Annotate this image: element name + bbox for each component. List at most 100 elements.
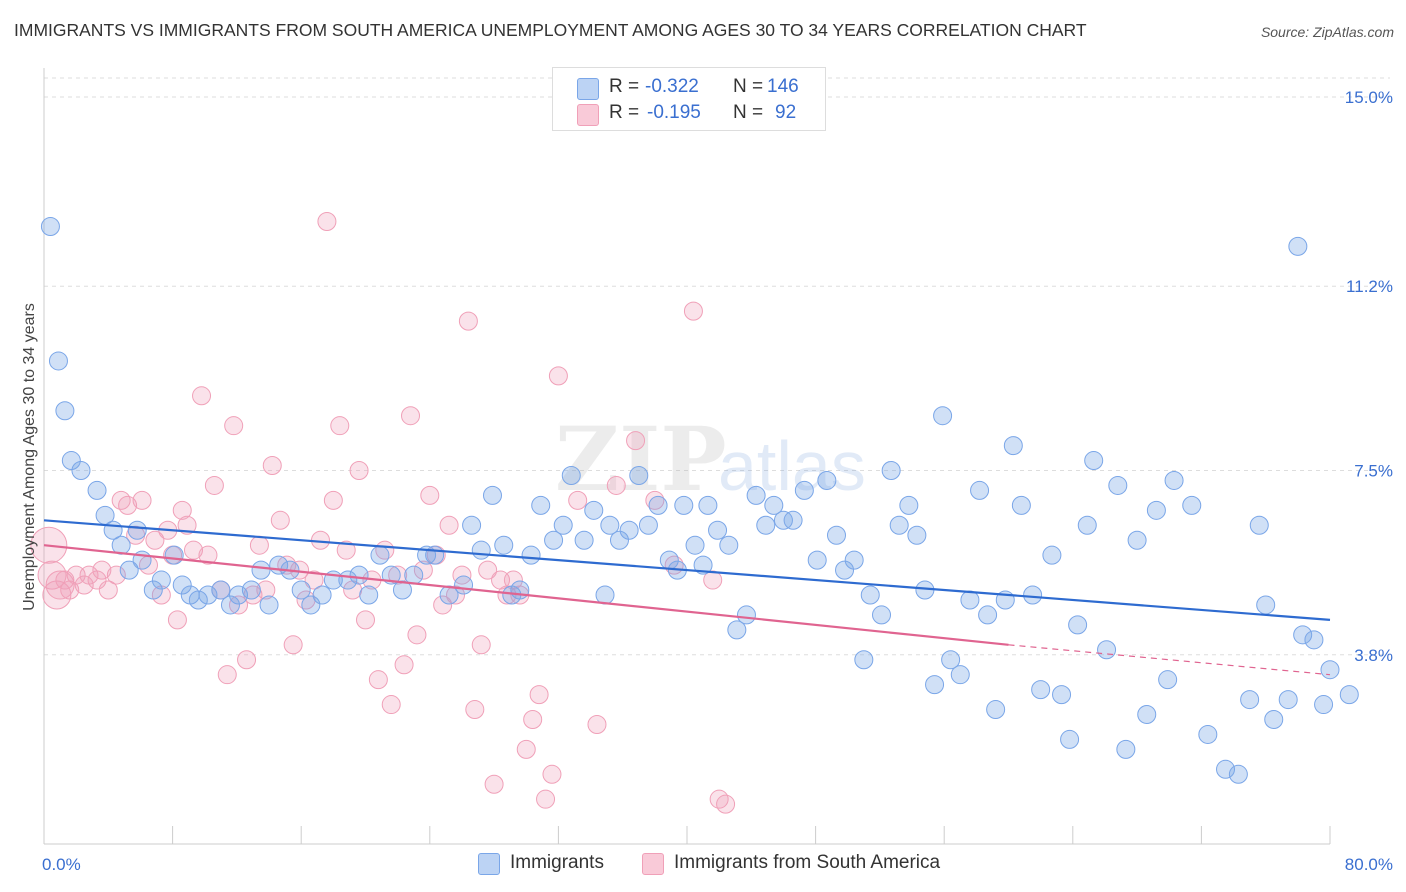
y-tick-label: 7.5%	[1354, 462, 1393, 481]
point-south-america	[283, 635, 303, 655]
point-south-america	[388, 565, 408, 585]
point-immigrants	[807, 550, 827, 570]
trend-line-south-america-extension	[1008, 644, 1331, 676]
legend-r-label: R =	[609, 76, 640, 97]
bottom-legend-label: Immigrants	[510, 852, 604, 873]
point-immigrants	[1146, 500, 1166, 520]
point-immigrants	[794, 480, 814, 500]
point-immigrants	[1293, 625, 1313, 645]
point-south-america	[177, 515, 197, 535]
point-immigrants	[1304, 630, 1324, 650]
point-south-america	[536, 789, 556, 809]
point-immigrants	[860, 585, 880, 605]
legend-n-value: 146	[767, 76, 799, 97]
point-south-america	[471, 635, 491, 655]
point-immigrants	[312, 585, 332, 605]
point-immigrants	[561, 465, 581, 485]
point-south-america	[224, 416, 244, 436]
point-immigrants	[727, 620, 747, 640]
point-south-america	[45, 570, 75, 600]
chart-title: IMMIGRANTS VS IMMIGRANTS FROM SOUTH AMER…	[14, 20, 1087, 40]
x-tick-labels: 0.0% 80.0%	[42, 855, 1393, 874]
point-south-america	[452, 565, 472, 585]
point-immigrants	[172, 575, 192, 595]
point-south-america	[716, 794, 736, 814]
point-immigrants	[462, 515, 482, 535]
point-south-america	[626, 431, 646, 451]
point-immigrants	[693, 555, 713, 575]
point-immigrants	[719, 535, 739, 555]
bottom-legend-label: Immigrants from South America	[674, 852, 941, 873]
point-immigrants	[1339, 685, 1359, 705]
point-immigrants	[1264, 710, 1284, 729]
point-immigrants	[1042, 545, 1062, 565]
point-south-america	[204, 475, 224, 495]
point-immigrants	[584, 500, 604, 520]
point-south-america	[439, 515, 459, 535]
point-immigrants	[638, 515, 658, 535]
x-tick-label: 0.0%	[42, 855, 81, 874]
point-south-america	[548, 366, 568, 386]
point-immigrants	[229, 585, 249, 605]
legend-r-label: R =	[609, 102, 640, 123]
series-south-america-points	[30, 212, 736, 814]
trend-line-south-america	[43, 544, 1009, 646]
point-immigrants	[1052, 685, 1072, 705]
watermark-text-atlas: atlas	[718, 427, 866, 505]
point-immigrants	[854, 650, 874, 670]
point-south-america	[529, 685, 549, 705]
legend-swatch-pink	[577, 104, 599, 126]
point-south-america	[270, 510, 290, 530]
point-south-america	[568, 490, 588, 510]
y-tick-label: 3.8%	[1354, 646, 1393, 665]
point-immigrants	[510, 580, 530, 600]
point-immigrants	[482, 485, 502, 505]
y-tick-label: 11.2%	[1346, 277, 1393, 296]
x-tick-label: 80.0%	[1345, 855, 1393, 874]
point-immigrants	[1278, 690, 1298, 710]
point-south-america	[368, 670, 388, 690]
point-immigrants	[1068, 615, 1088, 635]
point-immigrants	[1198, 724, 1218, 744]
point-immigrants	[1127, 530, 1147, 550]
point-south-america	[192, 386, 212, 406]
point-immigrants	[1023, 585, 1043, 605]
grid-lines	[44, 77, 1390, 656]
point-immigrants	[826, 525, 846, 545]
point-immigrants	[756, 515, 776, 535]
point-immigrants	[764, 495, 784, 515]
point-south-america	[458, 311, 478, 331]
point-immigrants	[746, 485, 766, 505]
point-south-america	[336, 540, 356, 560]
point-south-america	[484, 774, 504, 794]
point-immigrants	[872, 605, 892, 625]
point-south-america	[217, 665, 237, 685]
point-south-america	[587, 714, 607, 734]
point-immigrants	[708, 520, 728, 540]
point-south-america	[394, 655, 414, 675]
series-immigrants-points	[40, 216, 1359, 784]
point-south-america	[349, 461, 369, 480]
point-immigrants	[1164, 470, 1184, 490]
point-immigrants	[198, 585, 218, 605]
point-immigrants	[736, 605, 756, 625]
y-tick-labels: 3.8% 7.5% 11.2% 15.0%	[1345, 88, 1393, 665]
point-immigrants	[531, 495, 551, 515]
point-immigrants	[1240, 690, 1260, 710]
point-immigrants	[925, 675, 945, 695]
point-immigrants	[933, 406, 953, 426]
point-immigrants	[119, 560, 139, 580]
point-immigrants	[978, 605, 998, 625]
point-south-america	[74, 575, 94, 595]
point-immigrants	[1288, 236, 1308, 256]
point-immigrants	[87, 480, 107, 500]
point-immigrants	[950, 665, 970, 685]
point-south-america	[118, 495, 138, 515]
point-immigrants	[370, 545, 390, 565]
point-immigrants	[544, 530, 564, 550]
point-immigrants	[844, 550, 864, 570]
point-south-america	[237, 650, 257, 670]
point-south-america	[516, 739, 536, 759]
